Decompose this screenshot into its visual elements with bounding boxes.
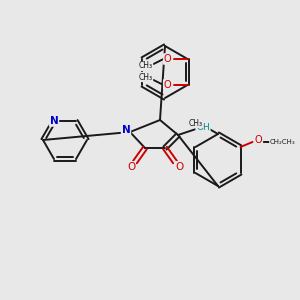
Text: CH₃: CH₃ — [139, 61, 153, 70]
Text: CH₃: CH₃ — [189, 118, 203, 127]
Text: O: O — [127, 162, 135, 172]
Text: N: N — [50, 116, 58, 126]
Text: O: O — [164, 80, 171, 90]
Text: O: O — [175, 162, 183, 172]
Text: OH: OH — [196, 124, 210, 133]
Text: N: N — [122, 125, 130, 135]
Text: O: O — [255, 135, 262, 145]
Text: CH₃: CH₃ — [139, 73, 153, 82]
Text: O: O — [164, 54, 171, 64]
Text: CH₂CH₃: CH₂CH₃ — [270, 139, 295, 145]
